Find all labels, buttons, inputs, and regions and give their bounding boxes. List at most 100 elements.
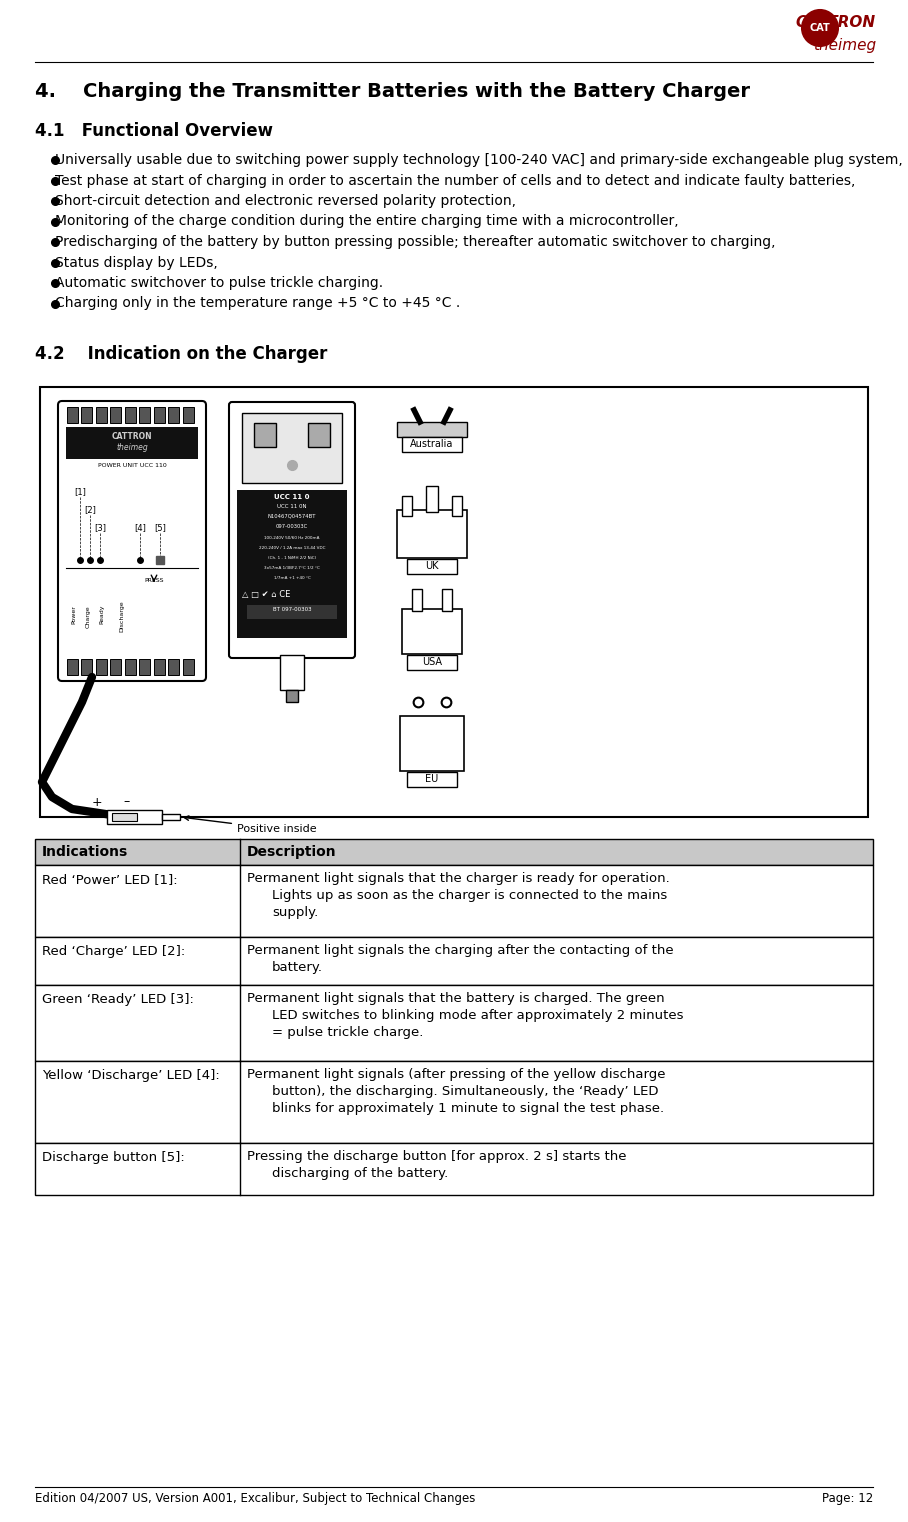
- Text: CAT: CAT: [810, 23, 831, 33]
- Bar: [286, 689, 298, 702]
- Text: 100-240V 50/60 Hz 200mA: 100-240V 50/60 Hz 200mA: [264, 536, 320, 540]
- Text: theimeg: theimeg: [116, 443, 148, 452]
- Bar: [247, 606, 337, 619]
- Text: Charge: Charge: [85, 606, 91, 627]
- FancyBboxPatch shape: [58, 400, 206, 680]
- Text: [5]: [5]: [154, 524, 166, 533]
- Text: POWER UNIT UCC 110: POWER UNIT UCC 110: [98, 463, 166, 467]
- Text: N10467Q04574BT: N10467Q04574BT: [268, 514, 316, 519]
- Text: 4.2    Indication on the Charger: 4.2 Indication on the Charger: [35, 345, 328, 364]
- Text: supply.: supply.: [272, 906, 318, 919]
- Bar: [35, 938, 873, 985]
- Text: Page: 12: Page: 12: [822, 1492, 873, 1505]
- Text: Permanent light signals the charging after the contacting of the: Permanent light signals the charging aft…: [247, 944, 674, 957]
- Text: Permanent light signals (after pressing of the yellow discharge: Permanent light signals (after pressing …: [247, 1068, 666, 1081]
- Text: [4]: [4]: [134, 524, 146, 533]
- Bar: [156, 556, 164, 565]
- Text: Discharge: Discharge: [120, 600, 124, 632]
- Text: Automatic switchover to pulse trickle charging.: Automatic switchover to pulse trickle ch…: [55, 275, 383, 291]
- Text: Red ‘Charge’ LED [2]:: Red ‘Charge’ LED [2]:: [42, 945, 185, 957]
- Text: 3x57mA 1/3BF2.7°C 1/2 °C: 3x57mA 1/3BF2.7°C 1/2 °C: [264, 566, 320, 571]
- Bar: [402, 437, 462, 452]
- Text: EU: EU: [425, 775, 439, 784]
- Bar: [254, 423, 276, 447]
- Bar: [426, 486, 438, 511]
- Bar: [168, 406, 179, 423]
- Bar: [237, 490, 347, 638]
- Bar: [400, 715, 464, 772]
- Bar: [112, 813, 137, 820]
- Bar: [280, 654, 304, 689]
- Bar: [82, 659, 93, 674]
- Text: Permanent light signals that the battery is charged. The green: Permanent light signals that the battery…: [247, 992, 665, 1005]
- Text: Green ‘Ready’ LED [3]:: Green ‘Ready’ LED [3]:: [42, 992, 194, 1006]
- Bar: [40, 387, 868, 817]
- Text: Status display by LEDs,: Status display by LEDs,: [55, 256, 218, 269]
- Bar: [35, 985, 873, 1061]
- Text: 097-00303C: 097-00303C: [276, 524, 308, 530]
- Text: Indications: Indications: [42, 845, 128, 858]
- FancyBboxPatch shape: [229, 402, 355, 658]
- Text: UCC 11 0N: UCC 11 0N: [277, 504, 307, 508]
- Text: [2]: [2]: [84, 505, 96, 514]
- Bar: [183, 406, 193, 423]
- Text: Predischarging of the battery by button pressing possible; thereafter automatic : Predischarging of the battery by button …: [55, 234, 775, 250]
- Bar: [442, 589, 452, 610]
- Text: BT 097-00303: BT 097-00303: [272, 607, 311, 612]
- Bar: [35, 839, 873, 864]
- Bar: [168, 659, 179, 674]
- Text: Permanent light signals that the charger is ready for operation.: Permanent light signals that the charger…: [247, 872, 670, 884]
- Text: theimeg: theimeg: [813, 38, 876, 53]
- Text: UK: UK: [425, 562, 439, 571]
- Text: PRESS: PRESS: [144, 578, 163, 583]
- Bar: [407, 772, 457, 787]
- Text: Australia: Australia: [410, 438, 454, 449]
- Circle shape: [802, 11, 838, 46]
- Bar: [96, 406, 107, 423]
- Bar: [107, 810, 162, 823]
- Text: discharging of the battery.: discharging of the battery.: [272, 1167, 449, 1180]
- Bar: [82, 406, 93, 423]
- Bar: [96, 659, 107, 674]
- Bar: [308, 423, 330, 447]
- Text: Discharge button [5]:: Discharge button [5]:: [42, 1151, 184, 1164]
- Text: Power: Power: [72, 606, 76, 624]
- Text: +: +: [92, 796, 103, 808]
- Text: △ □ ✔ ⌂ CE: △ □ ✔ ⌂ CE: [242, 591, 291, 600]
- Bar: [111, 406, 122, 423]
- Text: 4.    Charging the Transmitter Batteries with the Battery Charger: 4. Charging the Transmitter Batteries wi…: [35, 82, 750, 100]
- Bar: [139, 659, 150, 674]
- Text: (Ch. 1 - 1 NiMH 2/2 NiC): (Ch. 1 - 1 NiMH 2/2 NiC): [268, 556, 316, 560]
- Text: Ready: Ready: [100, 606, 104, 624]
- Bar: [183, 659, 193, 674]
- Text: = pulse trickle charge.: = pulse trickle charge.: [272, 1026, 423, 1040]
- Text: battery.: battery.: [272, 960, 323, 974]
- Text: 1/7mA +1 +40 °C: 1/7mA +1 +40 °C: [273, 575, 311, 580]
- Bar: [452, 496, 462, 516]
- Text: Monitoring of the charge condition during the entire charging time with a microc: Monitoring of the charge condition durin…: [55, 215, 678, 228]
- Text: [1]: [1]: [74, 487, 86, 496]
- Text: Short-circuit detection and electronic reversed polarity protection,: Short-circuit detection and electronic r…: [55, 193, 516, 209]
- Bar: [153, 406, 164, 423]
- Text: Positive inside: Positive inside: [184, 816, 317, 834]
- Text: CATTRON: CATTRON: [796, 15, 876, 30]
- Text: LED switches to blinking mode after approximately 2 minutes: LED switches to blinking mode after appr…: [272, 1009, 684, 1021]
- Bar: [407, 654, 457, 670]
- Bar: [402, 609, 462, 654]
- Text: Red ‘Power’ LED [1]:: Red ‘Power’ LED [1]:: [42, 874, 178, 886]
- Bar: [412, 589, 422, 610]
- Text: blinks for approximately 1 minute to signal the test phase.: blinks for approximately 1 minute to sig…: [272, 1102, 664, 1116]
- Text: Universally usable due to switching power supply technology [100‑240 VAC] and pr: Universally usable due to switching powe…: [55, 154, 903, 167]
- Text: Edition 04/2007 US, Version A001, Excalibur, Subject to Technical Changes: Edition 04/2007 US, Version A001, Excali…: [35, 1492, 476, 1505]
- Bar: [242, 412, 342, 482]
- Text: USA: USA: [422, 658, 442, 667]
- Text: [3]: [3]: [94, 524, 106, 533]
- Bar: [139, 406, 150, 423]
- Text: Yellow ‘Discharge’ LED [4]:: Yellow ‘Discharge’ LED [4]:: [42, 1068, 220, 1082]
- Bar: [153, 659, 164, 674]
- Bar: [162, 814, 180, 820]
- Bar: [124, 659, 136, 674]
- Bar: [66, 428, 198, 460]
- Bar: [124, 406, 136, 423]
- Text: Pressing the discharge button [for approx. 2 s] starts the: Pressing the discharge button [for appro…: [247, 1151, 627, 1163]
